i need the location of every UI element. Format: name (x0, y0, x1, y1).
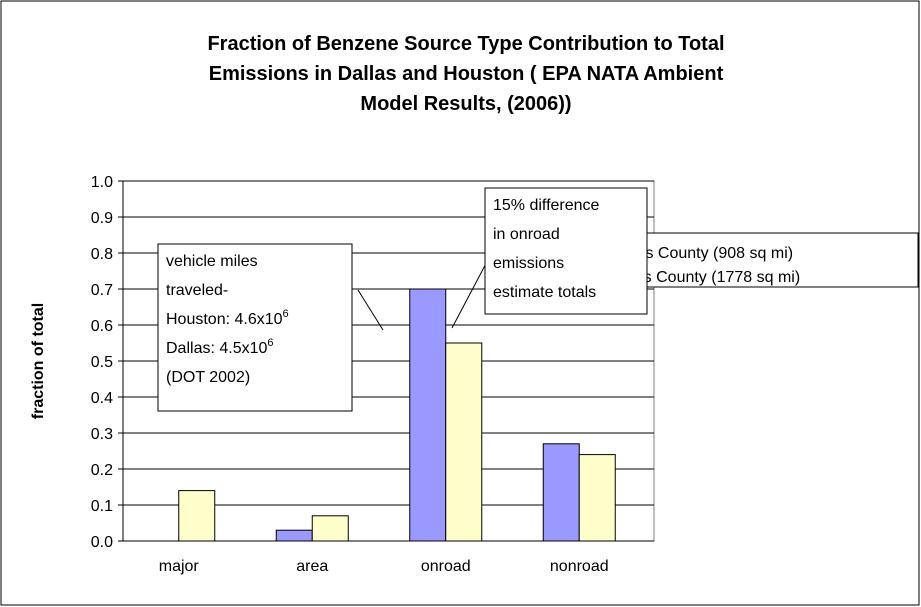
annotation-box (157, 243, 353, 412)
annotation-line: Dallas: 4.5x10 (166, 340, 267, 357)
annotation-text: emissions (493, 255, 564, 272)
x-tick-label: major (159, 558, 200, 575)
bar (578, 454, 616, 542)
annotation-sup: 6 (267, 337, 273, 349)
annotation-line: vehicle miles (166, 253, 258, 270)
y-tick-label: 0.1 (91, 498, 113, 515)
annotation-line: emissions (493, 255, 564, 272)
legend-label: Dallas County (908 sq mi) (609, 245, 793, 262)
annotation-text: traveled- (166, 282, 228, 299)
bar (409, 288, 447, 542)
y-tick-label: 0.4 (91, 390, 113, 407)
annotation-line: Houston: 4.6x10 (166, 311, 283, 328)
annotation-line: 15% difference (493, 197, 600, 214)
legend-label: Harris County (1778 sq mi) (609, 269, 800, 286)
x-tick-label: nonroad (550, 558, 609, 575)
y-tick-label: 0.2 (91, 462, 113, 479)
annotation-text: estimate totals (493, 284, 596, 301)
annotation-text: 15% difference (493, 197, 600, 214)
y-tick-label: 0.7 (91, 282, 113, 299)
annotation-line: traveled- (166, 282, 228, 299)
annotation-text: in onroad (493, 226, 560, 243)
annotation-line: estimate totals (493, 284, 596, 301)
annotation-text: vehicle miles (166, 253, 258, 270)
chart-title: Fraction of Benzene Source Type Contribu… (207, 33, 724, 55)
bar (311, 515, 349, 542)
annotation-box (484, 187, 648, 315)
y-tick-label: 0.6 (91, 318, 113, 335)
y-tick-label: 0.0 (91, 534, 113, 551)
chart-title: Emissions in Dallas and Houston ( EPA NA… (209, 63, 724, 85)
callout-line (357, 289, 384, 331)
y-tick-label: 0.9 (91, 210, 113, 227)
bar (542, 443, 580, 542)
x-tick-label: onroad (421, 558, 471, 575)
annotation-text: Houston: 4.6x106 (166, 308, 289, 328)
annotation-line: (DOT 2002) (166, 369, 250, 386)
bar (275, 529, 313, 542)
annotation-text: (DOT 2002) (166, 369, 250, 386)
annotation-line: in onroad (493, 226, 560, 243)
chart-title: Model Results, (2006)) (360, 93, 571, 115)
annotation-text: Dallas: 4.5x106 (166, 337, 274, 357)
y-tick-label: 0.3 (91, 426, 113, 443)
y-tick-label: 0.8 (91, 246, 113, 263)
y-axis-label: fraction of total (30, 303, 47, 419)
y-tick-label: 0.5 (91, 354, 113, 371)
bar (178, 490, 216, 542)
y-tick-label: 1.0 (91, 174, 113, 191)
annotation-sup: 6 (283, 308, 289, 320)
x-tick-label: area (296, 558, 328, 575)
bar (445, 342, 483, 542)
